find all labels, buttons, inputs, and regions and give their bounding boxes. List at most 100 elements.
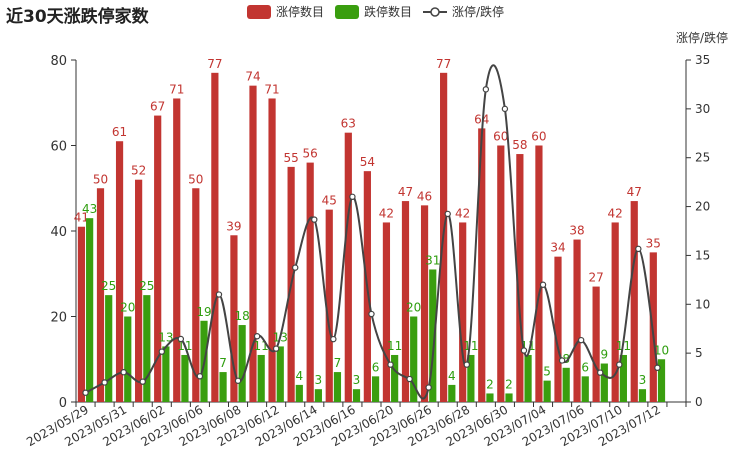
ratio-point xyxy=(120,368,127,376)
legend-up-swatch[interactable] xyxy=(247,5,271,19)
ratio-point xyxy=(311,216,318,223)
data-label-up: 55 xyxy=(283,151,298,165)
bar-up xyxy=(268,98,276,402)
data-label-up: 60 xyxy=(493,130,508,144)
data-label-up: 74 xyxy=(245,70,260,84)
data-label-up: 60 xyxy=(531,130,546,144)
bar-down xyxy=(352,389,361,402)
data-label-down: 4 xyxy=(448,369,456,383)
ratio-point xyxy=(158,348,165,355)
ratio-point xyxy=(387,361,394,368)
bar-up xyxy=(230,235,238,402)
bar-down xyxy=(581,376,589,402)
ratio-point xyxy=(330,335,337,343)
bar-up xyxy=(115,141,124,402)
bar-down xyxy=(448,384,456,402)
bar-down xyxy=(276,346,284,402)
ratio-point xyxy=(463,361,470,368)
bar-up xyxy=(192,188,200,402)
ratio-point xyxy=(520,347,528,354)
data-label-down: 18 xyxy=(234,309,249,323)
legend-ratio-marker[interactable] xyxy=(430,7,440,17)
bar-up xyxy=(554,256,562,402)
ratio-point xyxy=(234,377,242,384)
legend-ratio-label: 涨停/跌停 xyxy=(452,4,504,19)
data-label-up: 42 xyxy=(608,206,623,220)
bar-down xyxy=(143,295,151,402)
bar-down xyxy=(257,354,265,402)
data-label-down: 4 xyxy=(295,369,303,383)
bar-down xyxy=(619,354,627,402)
bar-up xyxy=(211,72,219,402)
data-label-down: 25 xyxy=(101,279,116,293)
bar-down xyxy=(162,346,170,402)
bar-up xyxy=(401,201,410,402)
bar-down xyxy=(295,384,303,402)
y-right-axis-label: 涨停/跌停 xyxy=(676,30,728,45)
bar-up xyxy=(459,222,467,402)
data-label-up: 64 xyxy=(474,112,489,126)
ratio-point xyxy=(577,336,585,344)
y-right-tick-label: 30 xyxy=(695,102,710,116)
data-label-down: 2 xyxy=(486,377,494,391)
data-label-up: 54 xyxy=(360,155,375,169)
ratio-point xyxy=(253,333,261,340)
bar-down xyxy=(314,389,322,402)
data-label-up: 27 xyxy=(588,271,603,285)
data-label-down: 3 xyxy=(353,373,361,387)
ratio-point xyxy=(101,379,108,386)
bar-down xyxy=(467,354,475,402)
bar-down xyxy=(562,367,570,402)
data-label-down: 11 xyxy=(463,339,478,353)
data-label-up: 35 xyxy=(646,236,661,250)
bar-down xyxy=(238,325,246,402)
legend-down-swatch[interactable] xyxy=(335,5,359,19)
data-label-down: 5 xyxy=(543,365,551,379)
bar-up xyxy=(630,201,638,402)
y-right-tick-label: 35 xyxy=(695,53,710,67)
bar-up xyxy=(382,222,391,402)
ratio-point xyxy=(272,345,280,352)
bar-down xyxy=(181,354,189,402)
bar-up xyxy=(135,179,143,402)
data-label-down: 6 xyxy=(581,360,589,374)
bar-up xyxy=(420,205,429,402)
bar-up xyxy=(478,128,486,402)
bar-up xyxy=(611,222,619,402)
ratio-point xyxy=(349,193,356,200)
bar-down xyxy=(543,380,551,402)
bar-down xyxy=(86,218,94,402)
bar-up xyxy=(325,209,333,402)
bar-down xyxy=(371,376,380,402)
ratio-point xyxy=(215,291,223,298)
bar-down xyxy=(333,372,342,402)
data-label-down: 2 xyxy=(505,377,513,391)
bar-up xyxy=(173,98,181,402)
bar-up xyxy=(249,85,257,403)
ratio-point xyxy=(501,105,509,113)
bar-down xyxy=(219,372,227,402)
legend-down-label: 跌停数目 xyxy=(364,4,412,19)
ratio-point xyxy=(444,210,451,218)
ratio-point xyxy=(597,369,604,376)
data-label-down: 3 xyxy=(315,373,323,387)
ratio-point xyxy=(539,281,547,288)
y-left-tick-label: 20 xyxy=(50,311,67,326)
bar-up xyxy=(497,145,505,402)
ratio-point xyxy=(177,335,185,343)
data-label-up: 42 xyxy=(379,206,394,220)
ratio-point xyxy=(196,373,204,380)
data-label-down: 8 xyxy=(562,352,570,366)
bar-down xyxy=(410,316,418,402)
ratio-point xyxy=(139,378,146,385)
data-label-down: 7 xyxy=(219,356,227,370)
bar-down xyxy=(124,316,132,402)
data-label-down: 7 xyxy=(334,356,342,370)
data-label-down: 19 xyxy=(196,305,211,319)
y-right-tick-label: 10 xyxy=(695,297,710,311)
data-label-up: 47 xyxy=(627,185,642,199)
ratio-point xyxy=(82,389,89,396)
y-right-tick-label: 15 xyxy=(695,248,710,262)
